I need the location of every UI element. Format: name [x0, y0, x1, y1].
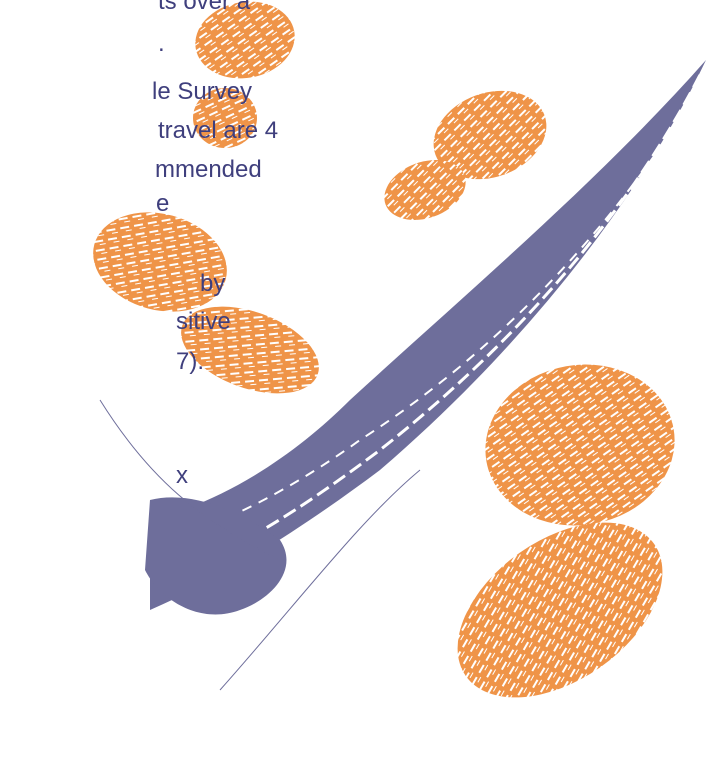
text-line: ts over a: [158, 0, 251, 15]
text-line: .: [158, 30, 165, 57]
text-line: x: [176, 462, 188, 489]
footprint: [193, 1, 295, 148]
swoosh: [219, 469, 421, 691]
footprint: [384, 90, 547, 220]
text-line: 7).: [176, 348, 205, 375]
text-line: travel are 4: [158, 117, 279, 144]
text-line: by: [200, 270, 226, 297]
tire-track: [150, 60, 706, 610]
footprint: [93, 212, 319, 394]
footprint: [457, 364, 675, 698]
text-line: mmended: [155, 156, 262, 183]
text-line: e: [156, 190, 170, 217]
text-line: le Survey: [152, 78, 253, 105]
tire-splatter: [145, 497, 287, 615]
swoosh: [99, 399, 281, 561]
tire-tread: [169, 94, 696, 541]
text-line: sitive: [176, 308, 231, 335]
